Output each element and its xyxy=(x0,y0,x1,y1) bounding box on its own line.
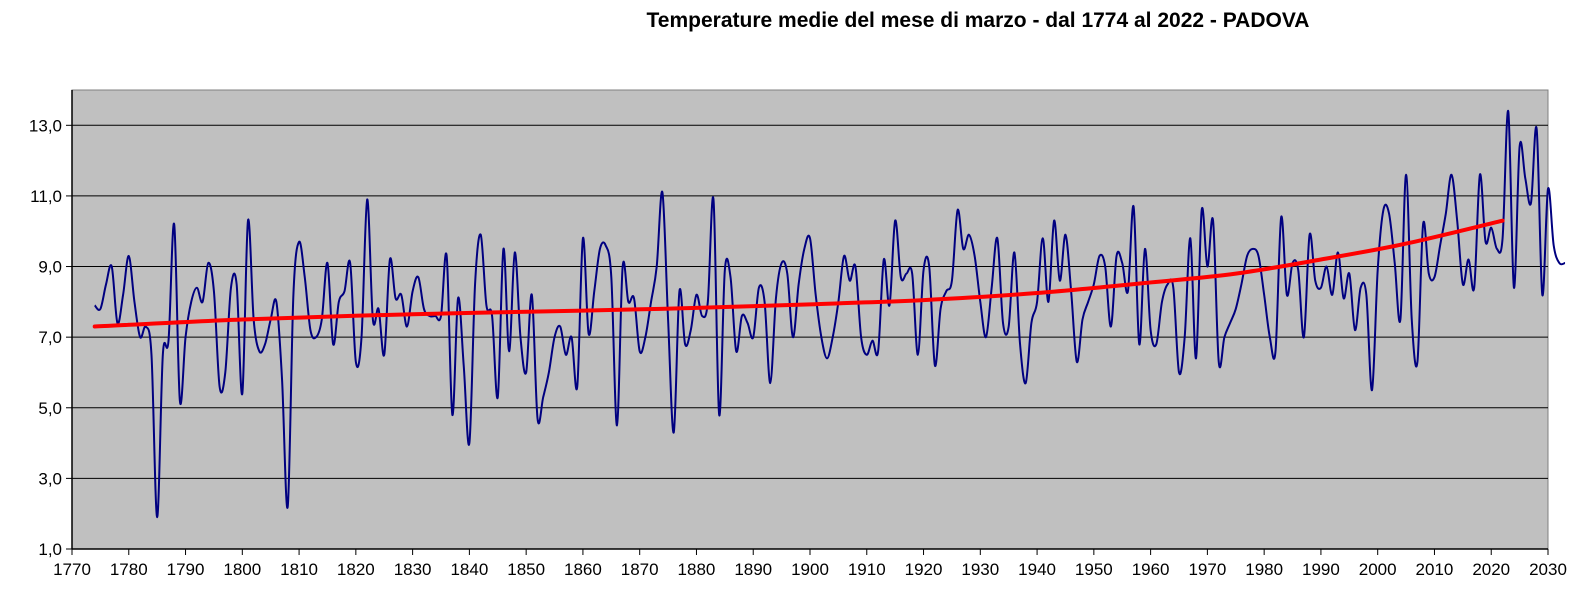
x-tick-label: 1860 xyxy=(564,560,602,579)
x-axis-ticks: 1770 1780 1790 1800 1810 1820 1830 1840 1850 1860… xyxy=(53,549,1567,579)
y-tick-label: 9,0 xyxy=(38,258,62,277)
x-tick-label: 1830 xyxy=(394,560,432,579)
x-tick-label: 2030 xyxy=(1529,560,1567,579)
y-tick-label: 7,0 xyxy=(38,328,62,347)
y-tick-label: 5,0 xyxy=(38,399,62,418)
chart-title: Temperature medie del mese di marzo - da… xyxy=(646,9,1310,32)
x-tick-label: 1850 xyxy=(507,560,545,579)
x-tick-label: 1810 xyxy=(280,560,318,579)
y-tick-label: 13,0 xyxy=(29,116,62,135)
y-axis-ticks: 1,0 3,0 5,0 7,0 9,0 11,0 13,0 xyxy=(29,116,72,559)
x-tick-label: 1780 xyxy=(110,560,148,579)
x-tick-label: 1940 xyxy=(1018,560,1056,579)
x-tick-label: 2010 xyxy=(1416,560,1454,579)
x-tick-label: 1970 xyxy=(1188,560,1226,579)
x-tick-label: 1980 xyxy=(1245,560,1283,579)
x-tick-label: 1900 xyxy=(791,560,829,579)
x-tick-label: 1990 xyxy=(1302,560,1340,579)
x-tick-label: 1950 xyxy=(1075,560,1113,579)
x-tick-label: 1820 xyxy=(337,560,375,579)
x-tick-label: 1870 xyxy=(621,560,659,579)
x-tick-label: 1790 xyxy=(167,560,205,579)
x-tick-label: 1770 xyxy=(53,560,91,579)
y-tick-label: 11,0 xyxy=(30,187,62,206)
series-line-trend xyxy=(92,218,1505,329)
y-tick-label: 3,0 xyxy=(38,469,62,488)
x-tick-label: 1840 xyxy=(450,560,488,579)
x-tick-label: 1920 xyxy=(905,560,943,579)
series-line-temperature xyxy=(93,110,1566,519)
x-tick-label: 1890 xyxy=(734,560,772,579)
x-tick-label: 2020 xyxy=(1472,560,1510,579)
x-tick-label: 1910 xyxy=(848,560,886,579)
x-tick-label: 1930 xyxy=(961,560,999,579)
x-tick-label: 1800 xyxy=(223,560,261,579)
x-tick-label: 1960 xyxy=(1132,560,1170,579)
gridlines xyxy=(72,124,1548,479)
x-tick-label: 2000 xyxy=(1359,560,1397,579)
y-tick-label: 1,0 xyxy=(38,540,62,559)
x-tick-label: 1880 xyxy=(678,560,716,579)
